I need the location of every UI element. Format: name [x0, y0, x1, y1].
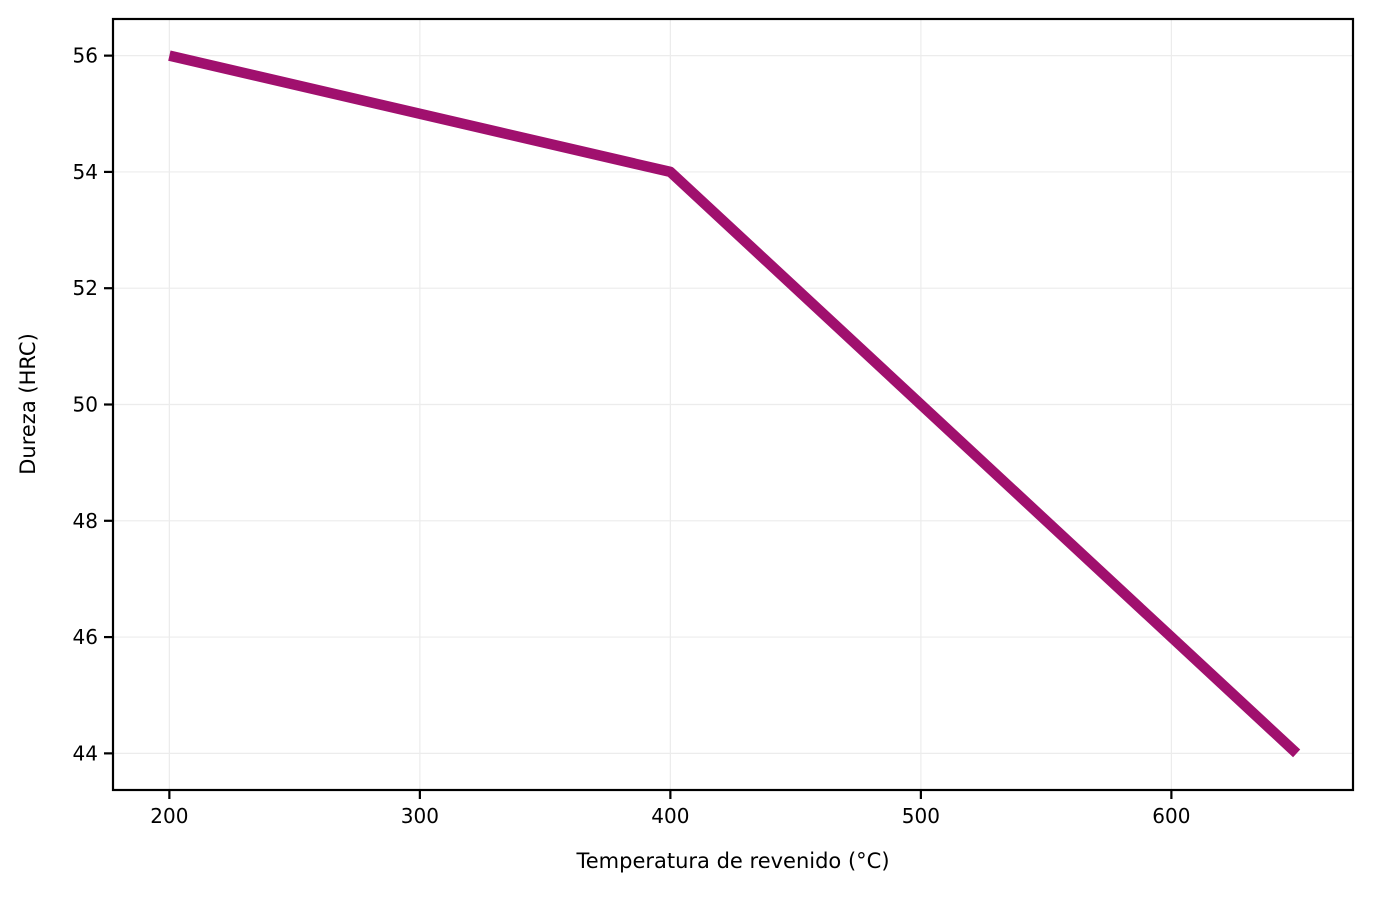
x-tick-label: 500 — [902, 804, 940, 828]
y-tick-label: 44 — [73, 741, 98, 765]
x-tick-label: 200 — [150, 804, 188, 828]
x-axis-title: Temperatura de revenido (°C) — [576, 849, 890, 873]
y-tick-label: 52 — [73, 276, 98, 300]
x-tick-label: 300 — [401, 804, 439, 828]
y-tick-label: 50 — [73, 393, 98, 417]
y-tick-label: 46 — [73, 625, 98, 649]
y-tick-label: 56 — [73, 44, 98, 68]
y-tick-label: 48 — [73, 509, 98, 533]
y-tick-label: 54 — [73, 160, 98, 184]
data-line — [168, 50, 1301, 758]
x-tick-label: 400 — [651, 804, 689, 828]
y-axis-title: Dureza (HRC) — [16, 333, 40, 475]
x-tick-label: 600 — [1152, 804, 1190, 828]
